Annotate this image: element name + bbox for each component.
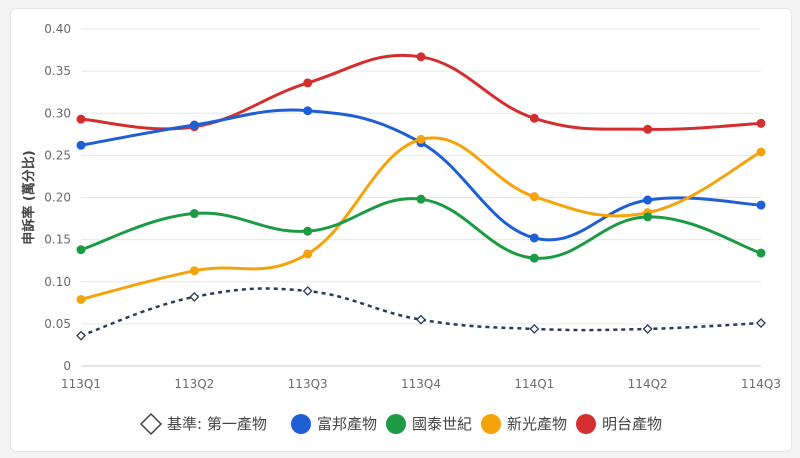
data-point: [643, 124, 653, 134]
data-point: [756, 118, 766, 128]
data-point: [643, 195, 653, 205]
legend-label: 新光產物: [507, 415, 567, 433]
data-point: [303, 106, 313, 116]
chart-card: 0 0.05 0.10 0.15 0.20 0.25 0.30 0.35 0.40 113Q1 1…: [10, 8, 792, 452]
y-axis-label: 申訴率 (萬分比): [21, 150, 37, 244]
series-points: [76, 52, 766, 341]
data-point: [642, 324, 653, 334]
data-point: [76, 114, 86, 124]
data-point: [76, 140, 86, 150]
legend-label: 明台產物: [602, 415, 662, 433]
data-point: [756, 200, 766, 210]
line-chart: 00.050.100.150.200.250.300.350.40 113Q1 1…: [21, 22, 781, 436]
data-point: [529, 113, 539, 123]
x-tick-label: 114Q2: [628, 377, 668, 391]
y-axis-ticks: 0 0.05 0.10 0.15 0.20 0.25 0.30 0.35 0.40: [44, 22, 71, 373]
data-point: [529, 192, 539, 202]
x-axis-ticks: 113Q1 113Q2 113Q3 113Q4 114Q1 114Q2 114Q3: [61, 377, 781, 391]
data-point: [529, 233, 539, 243]
legend-label: 國泰世紀: [412, 415, 472, 433]
x-tick-label: 113Q2: [174, 377, 214, 391]
data-point: [189, 266, 199, 276]
data-point: [76, 330, 86, 341]
y-tick-label: 0.40: [44, 22, 71, 36]
legend-label: 基準: 第一產物: [167, 415, 267, 433]
data-point: [529, 324, 540, 334]
x-tick-label: 114Q1: [514, 377, 554, 391]
data-point: [76, 245, 86, 255]
y-tick-label: 0.30: [44, 106, 71, 120]
series-line: [80, 197, 762, 260]
series-line: [80, 53, 762, 131]
legend-marker: [576, 414, 596, 434]
y-tick-label: 0.35: [44, 64, 71, 78]
data-point: [529, 253, 539, 263]
data-point: [756, 248, 766, 258]
legend-marker: [386, 414, 406, 434]
y-tick-label: 0.20: [44, 191, 71, 205]
data-point: [416, 134, 426, 144]
data-point: [756, 147, 766, 157]
y-tick-label: 0.25: [44, 148, 71, 162]
x-tick-label: 113Q3: [288, 377, 328, 391]
data-point: [303, 249, 313, 259]
data-point: [416, 194, 426, 204]
y-tick-label: 0.05: [44, 317, 71, 331]
x-tick-label: 113Q1: [61, 377, 101, 391]
y-tick-label: 0.10: [44, 275, 71, 289]
data-point: [303, 78, 313, 88]
data-point: [756, 318, 766, 328]
legend-marker: [291, 414, 311, 434]
data-point: [302, 286, 313, 296]
y-tick-label: 0.15: [44, 233, 71, 247]
x-tick-label: 114Q3: [741, 377, 781, 391]
data-point: [189, 291, 200, 302]
x-tick-label: 113Q4: [401, 377, 441, 391]
series-line: [80, 287, 762, 337]
data-point: [189, 209, 199, 219]
data-point: [189, 120, 199, 130]
legend: 基準: 第一產物 富邦產物 國泰世紀 新光產物 明台產物: [139, 412, 662, 436]
data-point: [303, 226, 313, 236]
legend-marker: [139, 412, 163, 436]
data-point: [416, 314, 426, 325]
legend-label: 富邦產物: [317, 415, 377, 433]
y-tick-label: 0: [63, 359, 71, 373]
data-point: [76, 294, 86, 304]
data-point: [643, 212, 653, 222]
legend-marker: [481, 414, 501, 434]
data-point: [416, 52, 426, 62]
